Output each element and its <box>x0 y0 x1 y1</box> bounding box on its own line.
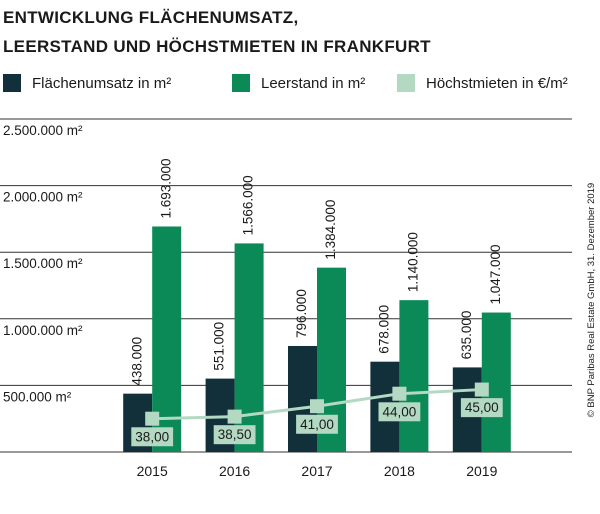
legend-swatch <box>232 74 250 92</box>
value-label: 635.000 <box>459 311 474 360</box>
value-label: 678.000 <box>376 305 391 354</box>
value-label: 1.384.000 <box>323 200 338 260</box>
value-label: 38,00 <box>135 429 169 444</box>
label-box <box>213 425 256 445</box>
value-label: 44,00 <box>383 404 417 419</box>
label-box <box>296 414 338 434</box>
legend-label: Flächenumsatz in m² <box>32 75 171 92</box>
value-label: 45,00 <box>465 400 499 415</box>
x-tick-label: 2015 <box>137 463 168 479</box>
chart-title: ENTWICKLUNG FLÄCHENUMSATZ, <box>3 8 299 27</box>
label-box <box>460 398 503 418</box>
marker <box>310 399 324 414</box>
bar <box>399 300 429 452</box>
marker <box>145 411 160 426</box>
label-box <box>378 402 421 422</box>
y-tick-label: 1.000.000 m² <box>3 323 83 338</box>
value-label: 796.000 <box>294 289 309 338</box>
marker <box>474 382 489 397</box>
marker <box>227 409 242 424</box>
value-label: 438.000 <box>129 337 144 386</box>
value-label: 551.000 <box>212 322 227 371</box>
legend-label: Leerstand in m² <box>261 75 365 92</box>
marker <box>392 386 407 401</box>
value-label: 1.566.000 <box>241 175 256 235</box>
bar <box>481 312 511 452</box>
value-label: 1.693.000 <box>158 158 173 218</box>
value-label: 41,00 <box>300 417 334 432</box>
legend-label: Höchstmieten in €/m² <box>426 75 568 92</box>
legend-swatch <box>397 74 415 92</box>
value-label: 1.140.000 <box>405 232 420 292</box>
y-tick-label: 2.000.000 m² <box>3 190 83 205</box>
x-tick-label: 2017 <box>301 463 332 479</box>
chart-title: LEERSTAND UND HÖCHSTMIETEN IN FRANKFURT <box>3 37 431 56</box>
y-tick-label: 2.500.000 m² <box>3 123 83 138</box>
x-tick-label: 2016 <box>219 463 250 479</box>
bar <box>288 345 317 452</box>
x-tick-label: 2018 <box>384 463 415 479</box>
source-note: © BNP Paribas Real Estate GmbH, 31. Deze… <box>586 183 597 417</box>
y-tick-label: 1.500.000 m² <box>3 256 83 271</box>
label-box <box>131 427 174 447</box>
value-label: 1.047.000 <box>488 244 503 304</box>
legend-swatch <box>3 74 21 92</box>
x-tick-label: 2019 <box>466 463 497 479</box>
y-tick-label: 500.000 m² <box>3 389 72 404</box>
value-label: 38,50 <box>218 427 252 442</box>
